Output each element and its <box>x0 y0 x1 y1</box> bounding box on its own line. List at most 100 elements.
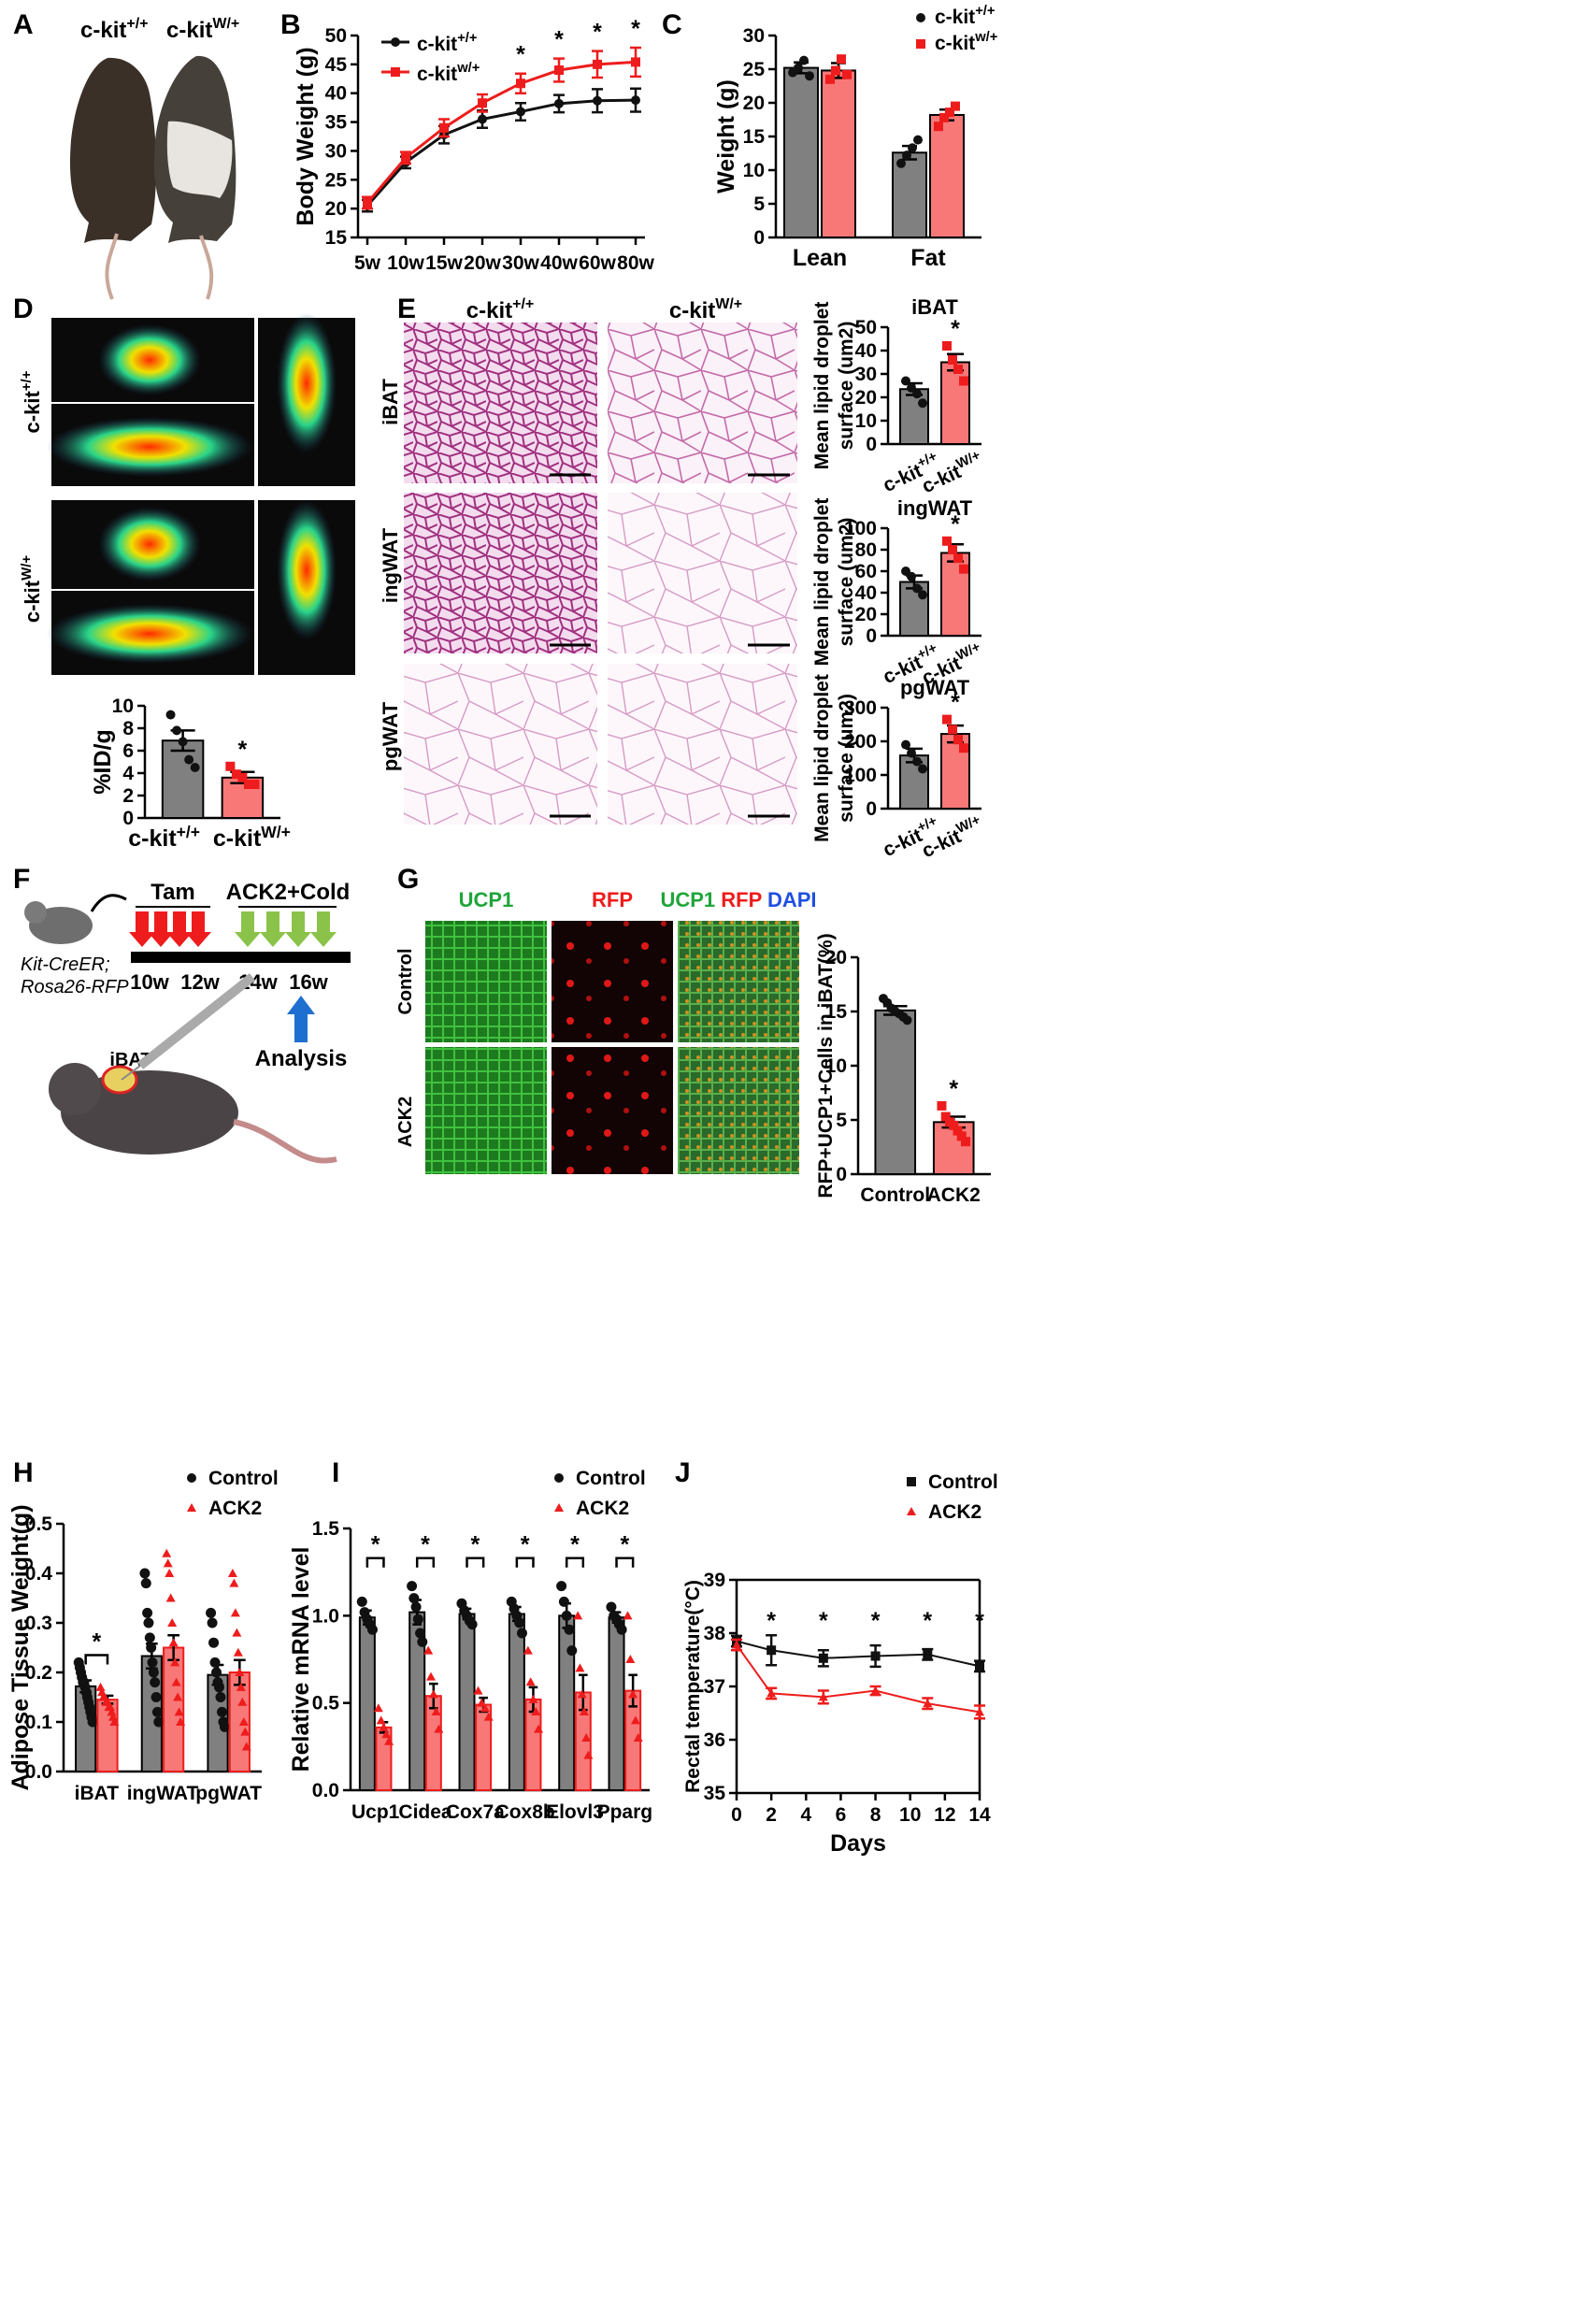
week-10: 10w <box>130 970 169 994</box>
significance-star: * <box>951 690 960 716</box>
data-point <box>631 57 640 67</box>
data-point <box>148 1667 159 1678</box>
legend-label-sup: +/+ <box>457 31 477 46</box>
panel-label-a: A <box>13 9 34 40</box>
histo-col-label-mut-sup: W/+ <box>715 296 742 312</box>
significance-star: * <box>92 1628 101 1655</box>
significance-bracket <box>615 1557 635 1568</box>
data-point <box>579 1707 589 1715</box>
x-axis-title: Days <box>830 1830 886 1857</box>
legend-marker <box>391 67 400 77</box>
y-tick-label: 200 <box>844 731 877 753</box>
data-point <box>908 143 917 153</box>
data-point <box>146 1643 157 1653</box>
x-tick-label: 6 <box>836 1804 847 1826</box>
legend-label: Control <box>928 1471 998 1493</box>
y-tick-label: 40 <box>325 83 347 105</box>
data-point <box>805 71 814 81</box>
y-axis-title: Weight (g) <box>713 79 739 194</box>
data-point <box>902 1015 912 1026</box>
x-tick-label: 10 <box>899 1804 921 1826</box>
y-tick-label: 20 <box>855 604 877 625</box>
data-point <box>163 1558 173 1568</box>
histo-ingwat-wt <box>404 493 597 653</box>
data-point <box>942 714 952 724</box>
data-point <box>575 1663 585 1672</box>
data-point <box>105 1702 115 1712</box>
y-tick-label: 10 <box>855 410 877 432</box>
data-point <box>959 743 968 753</box>
data-point <box>376 1715 386 1725</box>
y-axis-title: Mean lipid droplet surface (um2) <box>811 498 857 667</box>
data-point <box>215 1692 226 1702</box>
data-point <box>581 1733 592 1742</box>
data-point <box>109 1717 120 1726</box>
x-tick-label: 10w <box>387 252 424 274</box>
data-point <box>150 1677 161 1688</box>
data-point <box>902 151 911 161</box>
data-point <box>633 1733 643 1742</box>
legend-marker <box>391 37 400 47</box>
syringe <box>136 973 256 1069</box>
y-axis-title: Body Weight (g) <box>293 47 319 225</box>
data-point <box>229 1578 239 1587</box>
chart-lipid-pgwat: 0 100 200 300 pgWAT* Mean lipid droplet surfac… <box>811 674 982 862</box>
data-point <box>901 739 910 750</box>
y-tick-label: 4 <box>122 763 134 784</box>
data-point <box>625 1655 636 1663</box>
x-tick-label: iBAT <box>75 1783 120 1804</box>
data-point <box>206 1607 217 1618</box>
x-tick-label-sup: W/+ <box>954 448 983 472</box>
ibat-site <box>101 1065 138 1095</box>
data-point <box>923 1699 933 1708</box>
chart-title: ingWAT <box>897 496 973 520</box>
data-point <box>583 1750 594 1759</box>
x-tick-label: 15w <box>425 252 463 274</box>
chart-mrna: 0.0 0.5 1.0 1.5 Relative mRNA level Ucp1 * Cide… <box>288 1468 652 1823</box>
x-tick-label: 0 <box>731 1804 742 1826</box>
series-line <box>365 98 637 208</box>
y-tick-label: 0.5 <box>25 1513 53 1535</box>
data-point <box>628 1689 638 1699</box>
pet-mut-axial-hot <box>98 507 201 581</box>
if-control-ucp1 <box>425 921 547 1042</box>
data-point <box>948 355 957 365</box>
data-point <box>473 1686 483 1695</box>
histo-row-label-pgwat: pgWAT <box>379 701 402 771</box>
data-point <box>384 1736 394 1745</box>
data-point <box>213 1682 224 1693</box>
y-tick-label: 35 <box>704 1783 726 1804</box>
legend-label-sup: w/+ <box>974 30 997 45</box>
y-tick-label: 15 <box>825 1001 848 1023</box>
x-tick-label: Cox7a <box>446 1801 505 1823</box>
data-point <box>767 1688 777 1698</box>
data-point <box>237 1697 248 1706</box>
if-ack2-merge <box>678 1047 799 1174</box>
data-point <box>516 1628 527 1639</box>
chart-title: iBAT <box>911 295 958 319</box>
data-point <box>381 1729 392 1739</box>
if-row-control: Control <box>395 948 416 1014</box>
if-col-rfp: RFP <box>592 888 633 911</box>
data-point <box>623 1611 633 1620</box>
y-tick-label: 0.0 <box>25 1761 52 1783</box>
y-tick-label: 20 <box>855 387 877 409</box>
data-point <box>238 1717 249 1726</box>
mouse-large-head <box>49 1063 101 1115</box>
y-axis-title: Rectal temperature(°C) <box>682 1580 704 1793</box>
significance-star: * <box>470 1532 480 1558</box>
pet-mut-coronal-hot <box>277 500 337 640</box>
x-tick-label: ACK2 <box>927 1184 981 1206</box>
significance-bracket <box>466 1557 485 1568</box>
panel-label-d: D <box>13 294 34 324</box>
histo-row-label-ingwat: ingWAT <box>379 527 402 603</box>
panel-label-f: F <box>13 864 30 895</box>
tam-label: Tam <box>150 880 195 905</box>
bar <box>899 388 929 445</box>
timeline-bar <box>131 952 351 963</box>
significance-star: * <box>516 42 525 68</box>
x-tick-label: 8 <box>870 1804 881 1826</box>
x-tick-label: Cox8b <box>495 1801 555 1823</box>
pet-row-label-wt: c-kit+/+ <box>19 370 44 433</box>
